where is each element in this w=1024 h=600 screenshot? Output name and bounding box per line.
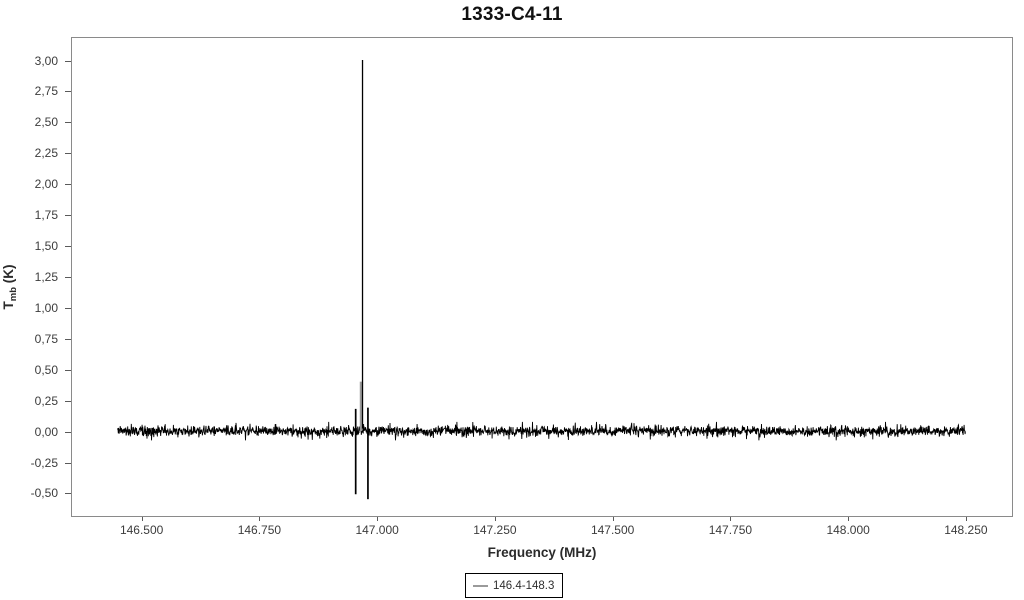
y-axis-label-subscript: mb <box>8 287 19 302</box>
x-tick-label: 147.250 <box>473 523 517 537</box>
y-tick-mark <box>65 462 71 464</box>
y-tick-mark <box>65 307 71 309</box>
x-tick-mark <box>141 517 143 521</box>
y-tick-mark <box>65 184 71 186</box>
y-tick-mark <box>65 338 71 340</box>
y-tick-mark <box>65 493 71 495</box>
y-tick-label: 0,50 <box>34 362 58 377</box>
y-tick-mark <box>65 153 71 155</box>
y-tick-label: 2,50 <box>34 115 58 130</box>
y-tick-label: 1,25 <box>34 270 58 284</box>
y-tick-label: 1,50 <box>34 239 58 254</box>
x-tick-label: 146.750 <box>237 523 282 537</box>
y-tick-label: 0,75 <box>34 331 58 346</box>
x-tick-mark <box>612 517 614 521</box>
x-tick-mark <box>965 517 967 521</box>
y-tick-label: 3,00 <box>34 53 58 68</box>
x-tick-label: 147.750 <box>708 523 753 537</box>
x-tick-label: 147.000 <box>355 523 399 537</box>
legend: 146.4-148.3 <box>465 573 564 598</box>
x-tick-mark <box>259 517 261 521</box>
y-tick-mark <box>65 91 71 93</box>
y-tick-label: 1,00 <box>34 300 58 315</box>
y-tick-label: 0,25 <box>34 393 58 408</box>
x-tick-mark <box>377 517 379 521</box>
y-tick-mark <box>65 246 71 248</box>
x-tick-mark <box>494 517 496 521</box>
y-tick-mark <box>65 122 71 124</box>
x-tick-mark <box>730 517 732 521</box>
y-tick-label: 1,75 <box>34 208 58 223</box>
legend-label: 146.4-148.3 <box>493 579 555 592</box>
chart-title: 1333-C4-11 <box>461 4 563 25</box>
y-tick-mark <box>65 60 71 62</box>
y-tick-mark <box>65 400 71 402</box>
x-tick-label: 147.500 <box>590 523 635 537</box>
y-tick-mark <box>65 215 71 217</box>
legend-line-swatch <box>473 584 488 587</box>
x-tick-label: 148.000 <box>826 523 870 537</box>
spectrum-canvas <box>117 60 966 500</box>
x-axis-label: Frequency (MHz) <box>487 545 597 560</box>
y-tick-label: -0,25 <box>30 455 58 470</box>
y-tick-mark <box>65 277 71 278</box>
y-tick-label: 2,75 <box>34 84 58 99</box>
y-tick-mark <box>65 431 71 433</box>
y-tick-label: 2,00 <box>34 177 58 192</box>
y-tick-label: -0,50 <box>30 486 58 501</box>
y-tick-label: 2,25 <box>34 146 58 161</box>
x-tick-label: 146.500 <box>119 523 164 537</box>
y-tick-label: 0,00 <box>34 424 58 439</box>
x-tick-mark <box>848 517 850 521</box>
x-tick-label: 148.250 <box>944 523 988 537</box>
plot-area[interactable] <box>71 37 1013 517</box>
y-tick-mark <box>65 369 71 371</box>
